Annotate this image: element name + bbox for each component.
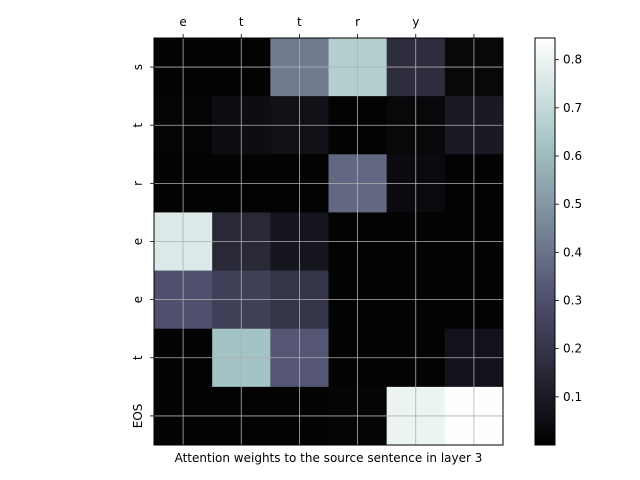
heatmap-gridlines: [154, 38, 503, 445]
colorbar-tick-label: 0.3: [563, 294, 582, 308]
colorbar-tick-label: 0.8: [563, 53, 582, 67]
x-tick-label: t: [297, 15, 302, 29]
y-tick-label: t: [131, 355, 145, 360]
y-tick-labels: s t r e e t EOS: [131, 64, 154, 428]
y-tick-label: e: [131, 296, 145, 303]
colorbar-tick-label: 0.7: [563, 101, 582, 115]
x-tick-label: r: [355, 15, 360, 29]
colorbar-tick-label: 0.5: [563, 197, 582, 211]
y-tick-label: e: [131, 238, 145, 245]
y-tick-label: s: [131, 64, 145, 70]
colorbar-tick-label: 0.4: [563, 245, 582, 259]
x-tick-label: y: [412, 15, 419, 29]
colorbar-ticks: 0.1 0.2 0.3 0.4 0.5 0.6 0.7 0.8: [555, 53, 582, 404]
colorbar-tick-label: 0.1: [563, 390, 582, 404]
y-tick-label: EOS: [131, 404, 145, 429]
colorbar: [534, 37, 556, 446]
x-axis-label: Attention weights to the source sentence…: [175, 451, 483, 465]
colorbar-tick-label: 0.2: [563, 342, 582, 356]
x-tick-label: e: [179, 15, 186, 29]
y-tick-label: t: [131, 123, 145, 128]
x-tick-label: t: [239, 15, 244, 29]
y-tick-label: r: [131, 181, 145, 186]
colorbar-tick-label: 0.6: [563, 149, 582, 163]
